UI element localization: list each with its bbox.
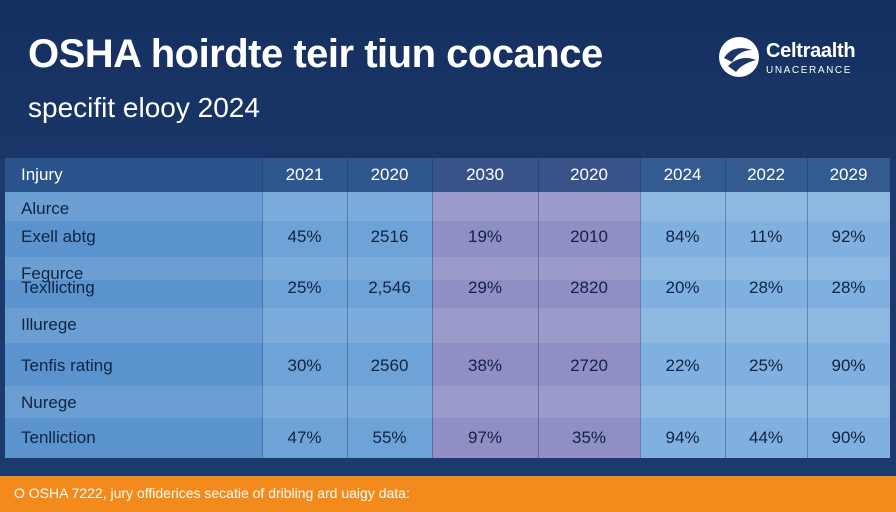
column-separator (725, 158, 726, 458)
row-band (5, 308, 890, 343)
column-header: 2022 (747, 165, 785, 184)
footer-caption: O OSHA 7222, jury offiderices secatie of… (14, 485, 410, 501)
table-cell-value: 55% (372, 428, 407, 447)
table-cell-value: 30% (287, 356, 322, 375)
table-cell-value: 29% (467, 278, 503, 297)
column-separator (538, 158, 539, 458)
table-cell-value: 84% (665, 227, 700, 246)
row-label: Exell abtg (21, 227, 96, 246)
table-cell-value: 2516 (370, 227, 409, 246)
column-header: 2024 (663, 165, 702, 184)
column-header: 2020 (370, 165, 409, 184)
table-cell-value: 22% (665, 356, 700, 375)
column-background (640, 158, 725, 458)
brand-block: Celtraalth UNACERANCE (718, 36, 878, 80)
table-cell-value: 90% (831, 428, 866, 447)
table-cell-value: 35% (571, 428, 607, 447)
column-background (347, 158, 432, 458)
table-cell-value: 25% (287, 278, 322, 297)
table-cell-value: 38% (467, 356, 503, 375)
page-title: OSHA hoirdte teir tiun cocance (28, 32, 603, 76)
table-cell-value: 2720 (570, 356, 608, 375)
column-background (262, 158, 347, 458)
row-label: Tenfis rating (21, 356, 113, 375)
row-label: Tenlliction (21, 428, 96, 447)
column-separator (807, 158, 808, 458)
table-cell-value: 2820 (570, 278, 608, 297)
column-separator (640, 158, 641, 458)
row-label: Alurce (21, 199, 70, 218)
table-cell-value: 25% (748, 356, 784, 375)
column-header: 2021 (285, 165, 324, 184)
table-cell-value: 19% (467, 227, 503, 246)
table-cell-value: 28% (831, 278, 866, 297)
column-background (807, 158, 890, 458)
column-header: 2020 (570, 165, 608, 184)
column-background (725, 158, 807, 458)
column-background (432, 158, 538, 458)
row-label: Illurege (21, 315, 77, 334)
injury-data-table: Injury 2021 2020 2030 2020 2024 2022 2029 Alurce… (5, 158, 890, 458)
table-cell-value: 47% (287, 428, 322, 447)
column-separator (432, 158, 433, 458)
wave-logo-icon (719, 37, 759, 77)
column-background (5, 158, 262, 458)
column-separator (347, 158, 348, 458)
column-header: 2030 (466, 165, 504, 184)
table-cell-value: 2,546 (368, 278, 411, 297)
table-cell-value: 90% (831, 356, 866, 375)
page-subtitle: specifit elooy 2024 (28, 92, 260, 123)
table-cell-value: 20% (665, 278, 700, 297)
table-cell-value: 2010 (570, 227, 608, 246)
table-cell-value: 44% (748, 428, 784, 447)
brand-tagline: UNACERANCE (766, 65, 853, 76)
row-label: Nurege (21, 393, 77, 412)
column-header: 2029 (829, 165, 868, 184)
row-label: Fegurce (21, 264, 84, 283)
table-cell-value: 92% (831, 227, 866, 246)
column-separator (262, 158, 263, 458)
row-label: Texllicting (21, 278, 95, 297)
table-cell-value: 94% (665, 428, 700, 447)
brand-name: Celtraalth (766, 40, 856, 62)
row-band (5, 257, 890, 280)
table-cell-value: 45% (287, 227, 322, 246)
table-cell-value: 2560 (370, 356, 409, 375)
table-cell-value: 11% (749, 227, 783, 246)
table-header-row (5, 158, 890, 192)
table-cell-value: 97% (467, 428, 503, 447)
row-band (5, 192, 890, 221)
header-cell-injury: Injury (21, 165, 63, 184)
column-background (538, 158, 640, 458)
footer-bar: O OSHA 7222, jury offiderices secatie of… (0, 476, 896, 512)
header-banner: OSHA hoirdte teir tiun cocance specifit … (0, 0, 896, 158)
table-cell-value: 28% (748, 278, 784, 297)
row-band (5, 386, 890, 418)
